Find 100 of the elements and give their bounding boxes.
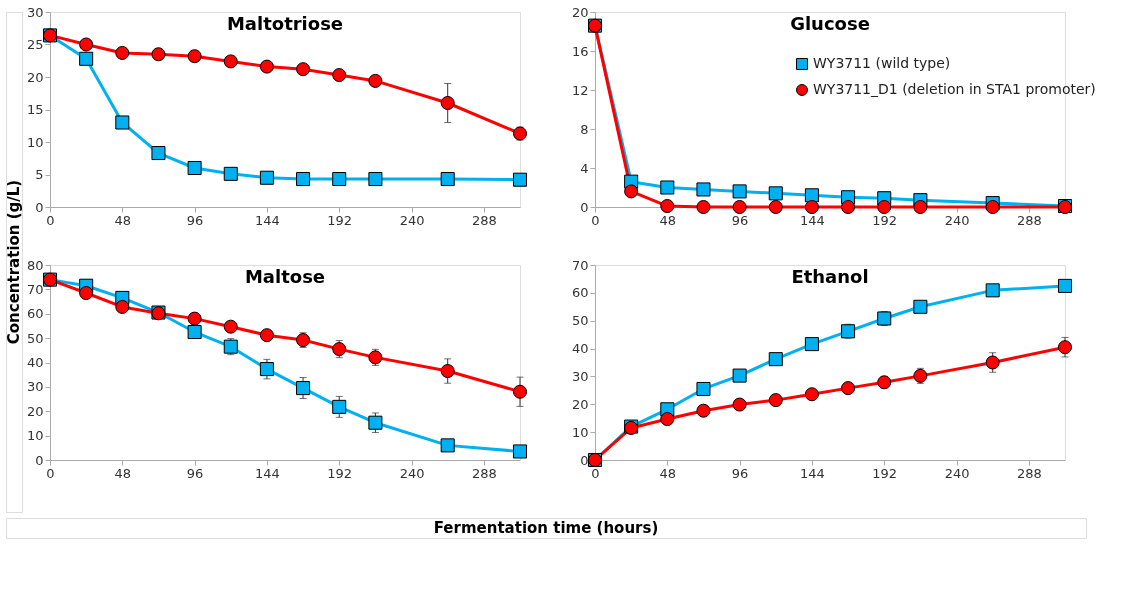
y-tick-label: 30 xyxy=(26,4,44,20)
point xyxy=(804,199,819,215)
point xyxy=(115,45,130,60)
point xyxy=(660,180,675,195)
point xyxy=(877,311,892,326)
point xyxy=(768,186,783,201)
y-tick-label: 25 xyxy=(26,37,44,52)
y-axis-title: Concentration (g/L) xyxy=(5,179,23,345)
x-tick-label: 144 xyxy=(800,212,825,228)
x-tick-label: 96 xyxy=(186,465,204,481)
point xyxy=(223,54,238,69)
point xyxy=(804,387,819,402)
chart-title: Maltotriose xyxy=(226,13,344,34)
x-tick-label: 240 xyxy=(944,465,970,481)
x-tick-label: 240 xyxy=(399,465,425,481)
point xyxy=(151,146,166,161)
y-tick-label: 20 xyxy=(571,396,589,412)
point xyxy=(696,199,711,215)
x-tick-label: 48 xyxy=(114,212,132,228)
point xyxy=(768,352,783,367)
point xyxy=(259,328,274,343)
chart-title: Maltose xyxy=(244,266,326,287)
point xyxy=(696,381,711,396)
point xyxy=(332,342,347,357)
legend-label: WY3711_D1 (deletion in STA1 promoter) xyxy=(813,81,1096,97)
point xyxy=(660,199,675,214)
y-tick-label: 60 xyxy=(571,285,589,301)
x-tick-label: 192 xyxy=(872,212,898,228)
y-tick-label: 10 xyxy=(26,134,44,150)
y-tick-label: 0 xyxy=(580,199,589,215)
point xyxy=(296,381,311,396)
x-tick-label: 288 xyxy=(1016,465,1042,481)
y-tick-label: 60 xyxy=(26,306,44,322)
point xyxy=(985,355,1000,370)
point xyxy=(660,412,675,427)
point xyxy=(841,324,856,339)
point xyxy=(259,362,274,377)
x-tick-label: 48 xyxy=(114,465,132,481)
y-tick-label: 15 xyxy=(26,102,44,117)
point xyxy=(79,51,94,66)
point xyxy=(841,381,856,396)
point xyxy=(440,172,455,187)
point xyxy=(368,350,383,365)
point xyxy=(732,368,747,383)
point xyxy=(332,172,347,187)
point xyxy=(440,438,455,453)
point xyxy=(732,397,747,412)
point xyxy=(696,403,711,418)
point xyxy=(296,333,311,348)
point xyxy=(1057,278,1073,293)
point xyxy=(440,95,455,111)
y-tick-label: 30 xyxy=(26,379,44,395)
y-tick-label: 0 xyxy=(580,452,589,468)
y-tick-label: 8 xyxy=(580,121,589,137)
point xyxy=(841,199,856,215)
x-tick-label: 192 xyxy=(327,212,353,228)
y-tick-label: 50 xyxy=(571,313,589,329)
point xyxy=(732,184,747,199)
point xyxy=(332,399,347,414)
point xyxy=(877,199,892,215)
point xyxy=(223,339,238,354)
x-tick-label: 288 xyxy=(471,212,497,228)
point xyxy=(187,49,202,64)
point xyxy=(115,115,130,130)
x-tick-label: 0 xyxy=(46,212,55,228)
point xyxy=(985,283,1000,298)
point xyxy=(79,37,94,52)
point xyxy=(79,286,94,301)
chart-title: Ethanol xyxy=(791,266,869,287)
point xyxy=(115,299,130,314)
point xyxy=(368,415,383,430)
y-tick-label: 4 xyxy=(580,160,589,176)
y-tick-label: 20 xyxy=(26,403,44,419)
y-tick-label: 20 xyxy=(571,4,589,20)
point xyxy=(877,375,892,390)
point xyxy=(512,384,528,399)
x-tick-label: 96 xyxy=(186,212,204,228)
point xyxy=(151,47,166,62)
point xyxy=(913,199,928,215)
point xyxy=(296,172,311,187)
x-tick-label: 288 xyxy=(471,465,497,481)
chart-title: Glucose xyxy=(790,13,870,34)
point xyxy=(332,68,347,83)
point xyxy=(624,184,639,199)
x-tick-label: 192 xyxy=(872,465,898,481)
point xyxy=(512,172,528,187)
point xyxy=(187,311,202,326)
x-tick-label: 144 xyxy=(255,212,280,228)
x-tick-label: 144 xyxy=(800,465,825,481)
point xyxy=(223,166,238,181)
x-tick-label: 288 xyxy=(1016,212,1042,228)
y-tick-label: 70 xyxy=(571,257,589,273)
x-tick-label: 192 xyxy=(327,465,353,481)
y-tick-label: 50 xyxy=(26,330,44,346)
y-tick-label: 10 xyxy=(571,424,589,440)
x-tick-label: 96 xyxy=(731,465,749,481)
point xyxy=(296,62,311,77)
point xyxy=(368,73,383,88)
x-axis-title: Fermentation time (hours) xyxy=(433,519,659,537)
point xyxy=(223,319,238,334)
